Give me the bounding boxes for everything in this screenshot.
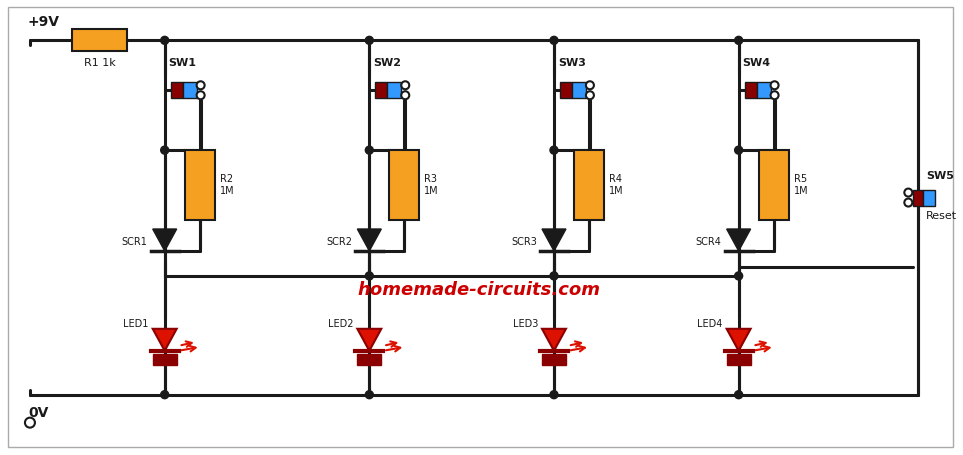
Circle shape [550,36,558,44]
Circle shape [770,91,778,99]
Circle shape [402,81,409,89]
Bar [574,150,604,220]
Circle shape [25,418,35,428]
Bar [153,354,176,365]
Circle shape [735,146,742,154]
Bar [387,82,402,98]
Bar [560,82,572,98]
Text: SW2: SW2 [374,58,402,68]
Text: SCR1: SCR1 [122,237,147,247]
Text: LED3: LED3 [512,319,538,329]
Circle shape [161,146,169,154]
Circle shape [365,272,374,280]
Polygon shape [153,329,176,351]
Circle shape [402,91,409,99]
Text: homemade-circuits.com: homemade-circuits.com [357,281,601,299]
Circle shape [196,91,204,99]
Bar [542,354,566,365]
Bar [924,190,935,206]
Circle shape [904,188,912,197]
Bar [759,150,789,220]
Circle shape [550,272,558,280]
Text: Reset: Reset [926,211,957,221]
Circle shape [586,91,594,99]
Bar [727,354,750,365]
Circle shape [735,272,742,280]
Polygon shape [542,329,566,351]
Circle shape [904,198,912,207]
Text: SCR4: SCR4 [696,237,721,247]
Text: R4
1M: R4 1M [609,174,623,196]
Circle shape [735,391,742,399]
Text: SW1: SW1 [169,58,196,68]
Text: 0V: 0V [28,406,48,420]
Text: R5
1M: R5 1M [794,174,808,196]
Text: LED4: LED4 [697,319,722,329]
Circle shape [161,391,169,399]
Circle shape [735,36,742,44]
Text: SW5: SW5 [926,171,954,181]
Circle shape [550,391,558,399]
Bar [389,150,419,220]
Bar [913,190,924,206]
Bar [376,82,387,98]
Text: R2
1M: R2 1M [220,174,234,196]
Text: +9V: +9V [28,15,60,30]
Text: SCR2: SCR2 [326,237,352,247]
Polygon shape [727,229,750,251]
Circle shape [161,36,169,44]
Bar [185,150,215,220]
Circle shape [586,81,594,89]
Circle shape [365,391,374,399]
Bar [72,30,127,51]
Bar [572,82,586,98]
Bar [183,82,196,98]
Text: SCR3: SCR3 [511,237,537,247]
Bar [357,354,381,365]
Polygon shape [153,229,176,251]
Circle shape [196,81,204,89]
Polygon shape [727,329,750,351]
Text: SW3: SW3 [558,58,586,68]
Bar [170,82,183,98]
Polygon shape [357,329,381,351]
Polygon shape [542,229,566,251]
Text: LED2: LED2 [327,319,353,329]
Circle shape [770,81,778,89]
Text: R1 1k: R1 1k [84,58,116,68]
Polygon shape [357,229,381,251]
Circle shape [365,146,374,154]
Bar [757,82,770,98]
Text: LED1: LED1 [123,319,148,329]
Text: SW4: SW4 [742,58,770,68]
Circle shape [365,36,374,44]
Bar [744,82,757,98]
Text: R3
1M: R3 1M [425,174,439,196]
Circle shape [550,146,558,154]
